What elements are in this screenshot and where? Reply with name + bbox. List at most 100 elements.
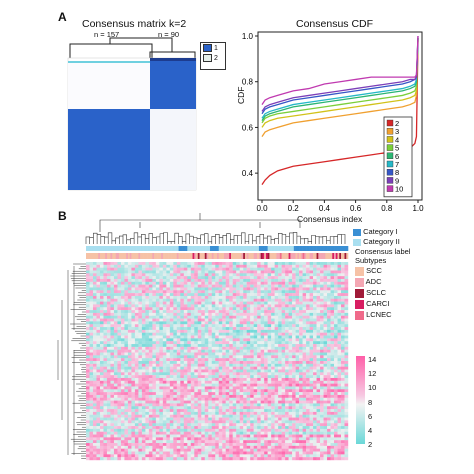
- heatmap-cell: [260, 278, 265, 282]
- heatmap-cell: [292, 431, 296, 435]
- heatmap-cell: [264, 358, 268, 362]
- heatmap-cell: [113, 358, 118, 362]
- heatmap-cell: [295, 264, 300, 268]
- heatmap-cell: [302, 414, 307, 418]
- heatmap-cell: [211, 363, 216, 367]
- heatmap-cell: [327, 301, 331, 305]
- heatmap-cell: [211, 264, 216, 268]
- heatmap-cell: [236, 273, 240, 277]
- heatmap-cell: [134, 312, 139, 316]
- heatmap-cell: [246, 352, 251, 356]
- consensus-track-cell: [199, 246, 202, 251]
- heatmap-cell: [288, 383, 293, 387]
- heatmap-cell: [103, 377, 108, 381]
- heatmap-cell: [106, 262, 111, 266]
- heatmap-cell: [152, 321, 157, 325]
- heatmap-cell: [134, 329, 139, 333]
- heatmap-cell: [201, 409, 205, 413]
- heatmap-cell: [208, 318, 212, 322]
- heatmap-cell: [313, 278, 317, 282]
- heatmap-cell: [260, 403, 265, 407]
- heatmap-cell: [89, 276, 94, 280]
- heatmap-cell: [148, 332, 153, 336]
- heatmap-cell: [309, 400, 314, 404]
- heatmap-cell: [243, 366, 247, 370]
- subtype-track-cell: [311, 253, 314, 259]
- heatmap-cell: [302, 431, 307, 435]
- heatmap-cell: [232, 428, 237, 432]
- heatmap-cell: [197, 295, 202, 299]
- heatmap-cell: [337, 335, 342, 339]
- heatmap-cell: [292, 389, 296, 393]
- heatmap-cell: [323, 363, 328, 367]
- subtype-track-cell: [203, 253, 206, 259]
- heatmap-cell: [208, 332, 212, 336]
- heatmap-cell: [145, 375, 150, 379]
- heatmap-cell: [253, 420, 258, 424]
- heatmap-cell: [92, 434, 97, 438]
- heatmap-cell: [330, 287, 335, 291]
- heatmap-cell: [274, 403, 279, 407]
- heatmap-cell: [337, 369, 342, 373]
- heatmap-cell: [103, 386, 108, 390]
- heatmap-cell: [89, 380, 94, 384]
- heatmap-cell: [232, 341, 237, 345]
- heatmap-cell: [302, 287, 307, 291]
- heatmap-cell: [313, 321, 317, 325]
- heatmap-cell: [246, 338, 251, 342]
- heatmap-cell: [103, 329, 108, 333]
- heatmap-cell: [222, 417, 226, 421]
- heatmap-cell: [180, 301, 185, 305]
- subtype-track-cell: [293, 253, 296, 259]
- heatmap-cell: [110, 267, 115, 271]
- heatmap-cell: [162, 380, 167, 384]
- heatmap-cell: [271, 414, 275, 418]
- heatmap-cell: [141, 290, 146, 294]
- heatmap-cell: [131, 411, 136, 415]
- consensus-track-cell: [92, 246, 96, 251]
- heatmap-cell: [152, 417, 157, 421]
- heatmap-cell: [274, 375, 279, 379]
- heatmap-cell: [274, 431, 279, 435]
- heatmap-cell: [274, 312, 279, 316]
- heatmap-cell: [113, 363, 118, 367]
- heatmap-cell: [106, 301, 111, 305]
- heatmap-cell: [316, 298, 321, 302]
- consensus-track-cell: [262, 246, 265, 251]
- heatmap-cell: [264, 318, 268, 322]
- heatmap-cell: [169, 400, 174, 404]
- heatmap-cell: [131, 358, 136, 362]
- consensus-track-cell: [337, 246, 340, 251]
- heatmap-cell: [292, 324, 296, 328]
- consensus-track-cell: [311, 246, 314, 251]
- heatmap-cell: [190, 315, 195, 319]
- consensus-track-cell: [246, 246, 249, 251]
- heatmap-cell: [194, 414, 198, 418]
- heatmap-cell: [99, 417, 104, 421]
- heatmap-cell: [96, 264, 101, 268]
- heatmap-cell: [257, 329, 261, 333]
- heatmap-cell: [110, 310, 115, 314]
- heatmap-cell: [190, 273, 195, 277]
- heatmap-cell: [334, 344, 338, 348]
- heatmap-cell: [218, 349, 223, 353]
- heatmap-cell: [222, 295, 226, 299]
- heatmap-cell: [243, 358, 247, 362]
- heatmap-cell: [89, 409, 94, 413]
- heatmap-cell: [302, 301, 307, 305]
- heatmap-cell: [229, 392, 233, 396]
- heatmap-cell: [141, 352, 146, 356]
- heatmap-cell: [278, 267, 282, 271]
- heatmap-cell: [327, 346, 331, 350]
- heatmap-cell: [117, 394, 122, 398]
- heatmap-cell: [278, 329, 282, 333]
- heatmap-cell: [162, 366, 167, 370]
- heatmap-cell: [330, 397, 335, 401]
- heatmap-cell: [278, 324, 282, 328]
- heatmap-cell: [334, 372, 338, 376]
- heatmap-cell: [302, 420, 307, 424]
- heatmap-cell: [99, 324, 104, 328]
- consensus-track-cell: [201, 246, 204, 251]
- heatmap-cell: [246, 372, 251, 376]
- heatmap-cell: [260, 262, 265, 266]
